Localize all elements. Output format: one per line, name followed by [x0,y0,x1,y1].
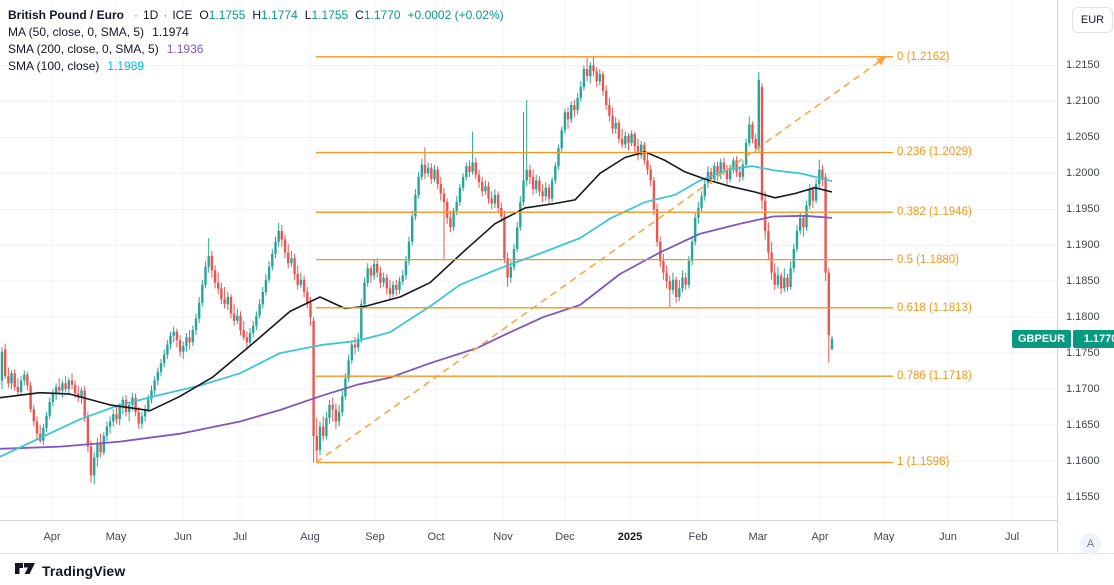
time-tick-may: May [105,531,127,543]
fib-label-0.236[interactable]: 0.236 (1.2029) [897,146,972,159]
fib-label-1[interactable]: 1 (1.1598) [897,456,950,469]
timeframe-label[interactable]: 1D [143,7,159,22]
currency-unit-button[interactable]: EUR [1072,7,1113,33]
price-tick-1.2050: 1.2050 [1066,131,1100,144]
last-price-tag: GBPEUR 1.1770 [1012,330,1114,348]
ohlc-values: O1.1755 H1.1774 L1.1755 C1.1770 [192,8,400,22]
ohlc-value-o: 1.1755 [208,7,246,22]
fib-label-0.618[interactable]: 0.618 (1.1813) [897,301,972,314]
fib-label-0[interactable]: 0 (1.2162) [897,50,950,63]
time-tick-jun: Jun [174,531,192,543]
indicator-value: 1.1974 [152,24,189,39]
price-tick-1.1750: 1.1750 [1066,347,1100,360]
price-tick-1.1700: 1.1700 [1066,383,1100,396]
time-tick-jul: Jul [232,531,248,543]
price-ticks: 1.2150 1.2100 1.2050 1.2000 1.1950 1.1900 1.18… [1058,0,1114,520]
fib-label-0.382[interactable]: 0.382 (1.1946) [897,206,972,219]
price-change: +0.0002 (+0.02%) [407,7,504,22]
time-tick-2025: 2025 [617,531,643,543]
symbol-title[interactable]: British Pound / Euro [8,7,124,22]
indicator-row-sma200[interactable]: SMA (200, close, 0, SMA, 5) 1.1936 [8,40,504,57]
price-tick-1.1800: 1.1800 [1066,311,1100,324]
time-tick-may: May [873,531,895,543]
legend: British Pound / Euro · 1D · ICE O1.1755 H… [8,6,504,74]
ohlc-letter-o: O [199,7,209,22]
time-tick-mar: Mar [748,531,768,543]
time-tick-apr: Apr [43,531,61,543]
ohlc-value-l: 1.1755 [311,7,349,22]
ohlc-letter-c: C [355,7,364,22]
time-tick-feb: Feb [688,531,708,543]
separator-dot: · [134,7,138,22]
legend-symbol-row[interactable]: British Pound / Euro · 1D · ICE O1.1755 H… [8,6,504,23]
price-tick-1.2100: 1.2100 [1066,95,1100,108]
price-tick-1.1900: 1.1900 [1066,239,1100,252]
ohlc-letter-h: H [252,7,262,22]
auto-scale-button[interactable]: A [1080,533,1101,554]
indicator-value: 1.1936 [166,41,204,56]
separator-dot: · [163,7,168,22]
indicator-label: SMA (200, close, 0, SMA, 5) [8,41,159,56]
time-tick-aug: Aug [300,531,320,543]
time-tick-sep: Sep [365,531,385,543]
indicator-label: MA (50, close, 0, SMA, 5) [8,24,145,39]
time-tick-nov: Nov [493,531,513,543]
tradingview-logo-text: TradingView [42,563,126,579]
last-price-symbol: GBPEUR [1012,330,1072,348]
indicator-label: SMA (100, close) [8,58,100,73]
time-tick-dec: Dec [555,531,575,543]
price-tick-1.1650: 1.1650 [1066,419,1100,432]
indicator-value: 1.1989 [107,58,145,73]
price-axis[interactable]: 1.2150 1.2100 1.2050 1.2000 1.1950 1.1900 1.18… [1057,0,1114,552]
price-tick-1.2000: 1.2000 [1066,167,1100,180]
tradingview-logo[interactable]: TradingView [14,561,125,581]
time-tick-apr: Apr [811,531,829,543]
time-tick-oct: Oct [427,531,445,543]
price-tick-1.1550: 1.1550 [1066,490,1100,503]
fib-label-0.786[interactable]: 0.786 (1.1718) [897,370,972,383]
indicator-row-sma100[interactable]: SMA (100, close) 1.1989 [8,57,504,74]
price-chart-canvas[interactable] [0,0,1057,520]
time-tick-jun: Jun [939,531,957,543]
last-price-value: 1.1770 [1073,330,1114,348]
exchange-label: ICE [172,7,193,22]
fib-label-0.5[interactable]: 0.5 (1.1880) [897,253,960,266]
ohlc-value-h: 1.1774 [261,7,298,22]
ohlc-value-c: 1.1770 [363,7,401,22]
price-tick-1.1950: 1.1950 [1066,203,1100,216]
fib-labels-layer: 0 (1.2162) 0.236 (1.2029) 0.382 (1.1946) 0.… [897,50,972,469]
price-tick-1.1600: 1.1600 [1066,455,1100,468]
indicator-row-ma50[interactable]: MA (50, close, 0, SMA, 5) 1.1974 [8,23,504,40]
chart-footer: TradingView [0,553,1114,585]
tradingview-logo-icon [14,561,36,581]
price-tick-1.2150: 1.2150 [1066,59,1100,72]
time-axis[interactable]: Apr May Jun Jul Aug Sep Oct Nov Dec 2025 Feb Mar Apr… [0,520,1114,554]
ohlc-letter-l: L [304,7,312,22]
time-tick-jul: Jul [1004,531,1020,543]
price-tick-1.1850: 1.1850 [1066,275,1100,288]
